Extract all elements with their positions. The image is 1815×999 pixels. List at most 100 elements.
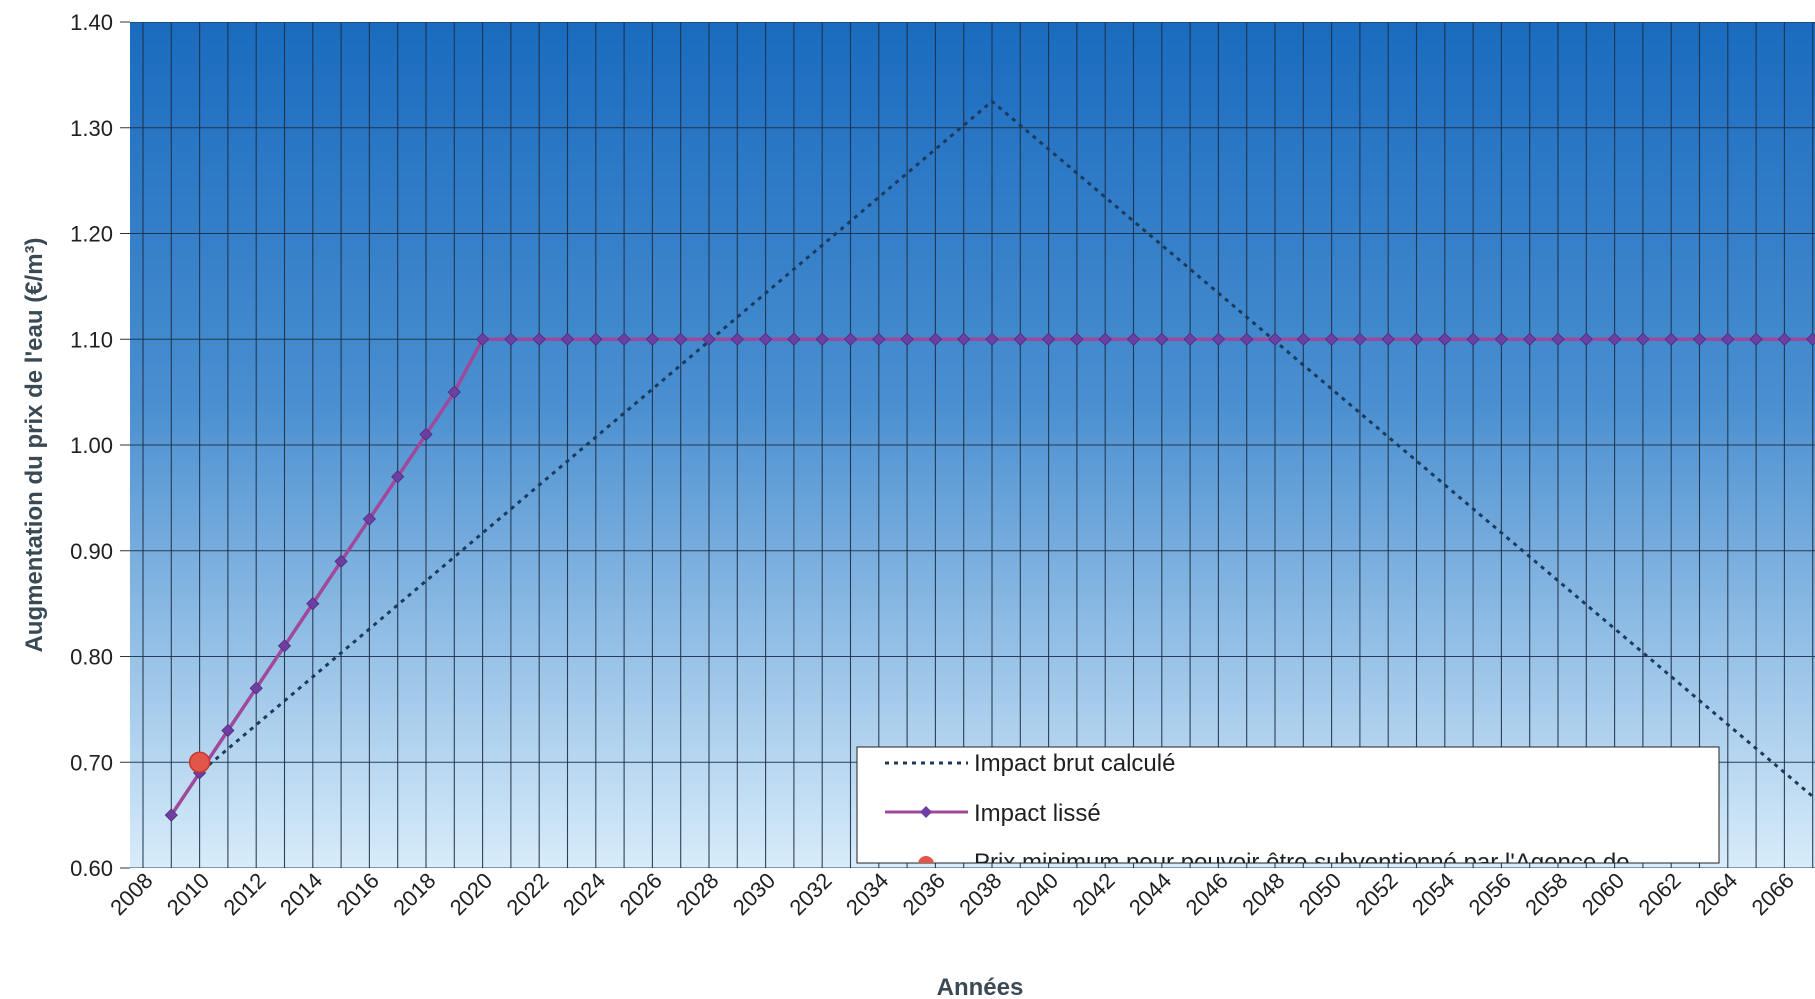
series-layer (164, 99, 1815, 822)
data-point-impact-lisse (702, 332, 716, 346)
legend-swatch-point (918, 856, 934, 863)
y-axis-ticks: 0.60 0.70 0.80 0.90 1.00 1.10 1.20 1.30 1.40 (70, 10, 130, 881)
x-tick-label: 2036 (898, 868, 950, 920)
data-point-impact-lisse (589, 332, 603, 346)
data-point-impact-lisse (617, 332, 631, 346)
data-point-impact-lisse (1155, 332, 1169, 346)
x-tick-label: 2054 (1407, 868, 1459, 920)
x-tick-label: 2026 (615, 868, 667, 920)
data-point-impact-lisse (787, 332, 801, 346)
data-point-impact-lisse (815, 332, 829, 346)
data-point-impact-lisse (1466, 332, 1480, 346)
data-point-impact-lisse (1353, 332, 1367, 346)
x-tick-label: 2032 (784, 868, 836, 920)
x-tick-label: 2058 (1520, 868, 1572, 920)
data-point-impact-lisse (900, 332, 914, 346)
x-tick-label: 2044 (1124, 868, 1176, 920)
data-point-impact-lisse (391, 470, 405, 484)
data-point-impact-lisse (957, 332, 971, 346)
x-tick-label: 2056 (1464, 868, 1516, 920)
x-tick-label: 2038 (954, 868, 1006, 920)
data-point-impact-lisse (1636, 332, 1650, 346)
data-point-impact-lisse (1579, 332, 1593, 346)
legend: Impact brut calculé Impact lissé Prix mi… (856, 746, 1720, 876)
x-tick-label: 2046 (1181, 868, 1233, 920)
data-point-impact-lisse (1777, 332, 1791, 346)
x-tick-label: 2008 (105, 868, 157, 920)
data-point-impact-lisse (532, 332, 546, 346)
data-point-impact-lisse (164, 808, 178, 822)
x-tick-label: 2064 (1690, 868, 1742, 920)
data-point-impact-lisse (674, 332, 688, 346)
y-tick-label: 1.30 (70, 116, 113, 141)
data-point-impact-lisse (334, 554, 348, 568)
data-point-impact-lisse (1551, 332, 1565, 346)
data-point-impact-lisse (759, 332, 773, 346)
data-point-impact-lisse (1721, 332, 1735, 346)
x-tick-label: 2052 (1350, 868, 1402, 920)
data-point-impact-lisse (249, 681, 263, 695)
x-tick-label: 2020 (445, 868, 497, 920)
data-point-prix-minimum (188, 751, 211, 773)
data-point-impact-lisse (1806, 332, 1815, 346)
data-point-impact-lisse (1523, 332, 1537, 346)
data-point-impact-lisse (872, 332, 886, 346)
legend-box (856, 746, 1720, 864)
data-point-impact-lisse (1749, 332, 1763, 346)
x-tick-label: 2034 (841, 868, 893, 920)
data-point-impact-lisse (1211, 332, 1225, 346)
x-tick-label: 2012 (218, 868, 270, 920)
x-tick-label: 2014 (275, 868, 327, 920)
x-tick-label: 2018 (388, 868, 440, 920)
legend-label-prix-minimum: Prix minimum pour pouvoir être subventio… (974, 849, 1630, 876)
data-point-impact-lisse (221, 723, 235, 738)
legend-clip: Prix minimum pour pouvoir être subventio… (918, 849, 1630, 876)
data-point-impact-lisse (1438, 332, 1452, 346)
data-point-impact-lisse (1409, 332, 1424, 346)
x-axis-title: Années (937, 974, 1024, 999)
x-axis-ticks: 2008 2010 2012 2014 2016 2018 2020 2022 2024 2026… (105, 868, 1799, 920)
legend-item-impact-brut: Impact brut calculé (885, 750, 1175, 777)
data-point-impact-lisse (306, 597, 320, 611)
y-tick-label: 1.20 (70, 222, 113, 247)
data-point-impact-lisse (985, 332, 999, 346)
data-point-impact-lisse (560, 332, 575, 346)
legend-item-impact-lisse: Impact lissé (885, 800, 1101, 827)
x-tick-label: 2010 (162, 868, 214, 920)
x-tick-label: 2016 (332, 868, 384, 920)
grid (130, 22, 1815, 868)
data-point-impact-lisse (1494, 332, 1508, 346)
data-point-impact-lisse (1325, 332, 1339, 346)
data-point-impact-lisse (1070, 332, 1084, 346)
x-tick-label: 2040 (1011, 868, 1063, 920)
data-point-impact-lisse (1126, 332, 1141, 346)
data-point-impact-lisse (419, 427, 433, 441)
data-point-impact-lisse (1692, 332, 1707, 346)
data-point-impact-lisse (447, 385, 461, 399)
x-tick-label: 2062 (1633, 868, 1685, 920)
data-point-impact-lisse (730, 332, 744, 346)
legend-label-impact-brut: Impact brut calculé (974, 750, 1175, 777)
data-point-impact-lisse (1183, 332, 1197, 346)
data-point-impact-lisse (1013, 332, 1027, 346)
x-tick-label: 2066 (1747, 868, 1799, 920)
y-tick-label: 1.40 (70, 10, 113, 35)
data-point-impact-lisse (1381, 332, 1395, 346)
data-point-impact-lisse (1098, 332, 1112, 346)
data-point-impact-lisse (1042, 332, 1056, 346)
legend-item-prix-minimum: Prix minimum pour pouvoir être subventio… (918, 849, 1630, 876)
legend-swatch-diamond (920, 806, 932, 818)
data-point-impact-lisse (1664, 332, 1678, 346)
data-point-impact-lisse (277, 639, 292, 653)
y-tick-label: 0.90 (70, 539, 113, 564)
y-tick-label: 1.10 (70, 327, 113, 352)
data-point-impact-lisse (476, 332, 490, 346)
y-tick-label: 0.70 (70, 750, 113, 775)
data-point-impact-lisse (1296, 332, 1310, 346)
data-point-impact-lisse (362, 512, 376, 526)
legend-label-impact-lisse: Impact lissé (974, 800, 1101, 827)
y-tick-label: 0.60 (70, 856, 113, 881)
x-tick-label: 2050 (1294, 868, 1346, 920)
y-tick-label: 1.00 (70, 433, 113, 458)
